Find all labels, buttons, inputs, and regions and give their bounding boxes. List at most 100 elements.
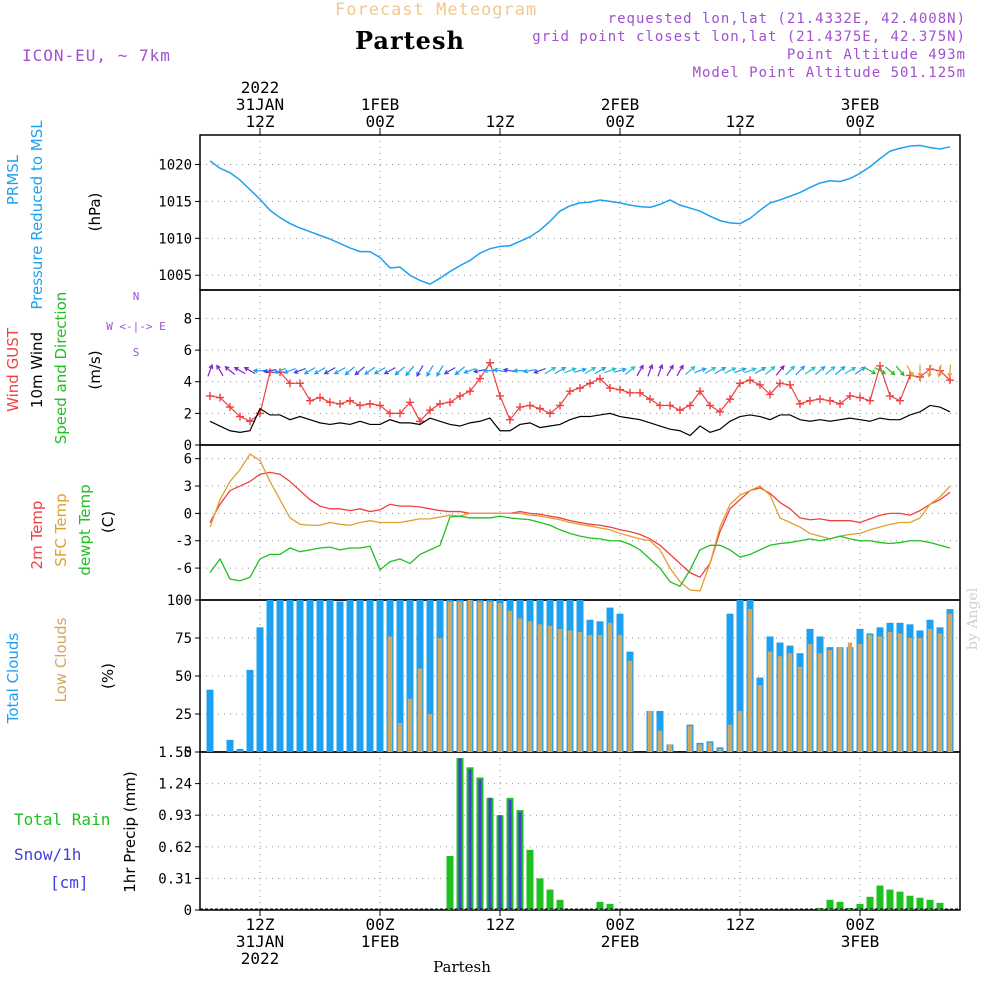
wind-direction-arrow bbox=[885, 366, 895, 375]
wind-gust-label: Wind GUST bbox=[4, 327, 22, 412]
point-altitude: Point Altitude 493m bbox=[786, 47, 966, 63]
panel-frame bbox=[199, 751, 961, 911]
gust-marker bbox=[286, 379, 294, 388]
wind-direction-arrow bbox=[676, 365, 684, 377]
wind-direction-arrow bbox=[895, 365, 905, 376]
snow-bar bbox=[488, 797, 492, 910]
wind-direction-arrow bbox=[795, 365, 805, 376]
gust-marker bbox=[346, 396, 354, 405]
wind-direction-arrow bbox=[207, 364, 213, 377]
gust-marker bbox=[696, 387, 704, 396]
wind-direction-arrow bbox=[374, 367, 386, 375]
wind-direction-arrowhead bbox=[283, 369, 289, 374]
wind-direction-arrowhead bbox=[770, 366, 776, 371]
wind-direction-arrowhead bbox=[937, 372, 942, 378]
wind-unit-label: (m/s) bbox=[86, 350, 104, 389]
gust-marker bbox=[296, 379, 304, 388]
wind-direction-arrowhead bbox=[533, 369, 539, 374]
pressure-line bbox=[209, 144, 951, 285]
gust-marker bbox=[636, 388, 644, 397]
wind-direction-arrow bbox=[244, 367, 256, 375]
wind-direction-arrowhead bbox=[405, 371, 411, 377]
wind-direction-arrowhead bbox=[800, 365, 806, 371]
wind-direction-arrowhead bbox=[333, 369, 339, 375]
low-cloud-bar bbox=[437, 638, 443, 752]
low-cloud-bar bbox=[787, 653, 793, 752]
low-cloud-bar bbox=[387, 636, 393, 752]
low-cloud-bar bbox=[727, 724, 733, 752]
gust-marker bbox=[206, 391, 214, 400]
wind-direction-arrowhead bbox=[917, 372, 923, 378]
model-point-altitude: Model Point Altitude 501.125m bbox=[692, 65, 966, 81]
wind-direction-arrowhead bbox=[690, 366, 696, 371]
y-tick-label: 6 bbox=[184, 343, 192, 359]
wind-direction-arrow bbox=[455, 366, 465, 375]
gust-marker bbox=[676, 406, 684, 415]
y-tick-label: 0.93 bbox=[158, 808, 192, 824]
clouds-unit-label: (%) bbox=[99, 663, 117, 689]
wind-direction-arrow bbox=[436, 365, 444, 377]
wind-direction-arrow bbox=[666, 365, 674, 377]
gust-marker bbox=[886, 391, 894, 400]
wind-direction-arrowhead bbox=[443, 369, 449, 375]
wind-direction-label: Speed and Direction bbox=[52, 292, 70, 445]
bottom-time-label: 2022 bbox=[241, 949, 280, 968]
low-cloud-bar bbox=[837, 647, 843, 752]
wind-direction-arrow bbox=[614, 368, 626, 373]
rain-bar bbox=[536, 878, 544, 910]
total-cloud-bar bbox=[206, 689, 214, 752]
gust-marker bbox=[236, 412, 244, 421]
snow-bar bbox=[498, 815, 502, 910]
low-cloud-bar bbox=[807, 644, 813, 752]
wind-direction-arrowhead bbox=[551, 367, 557, 372]
gust-marker bbox=[446, 398, 454, 407]
wind-direction-arrow bbox=[294, 368, 306, 374]
top-time-label: 3FEB bbox=[841, 95, 880, 114]
wind-direction-arrowhead bbox=[679, 364, 684, 370]
bottom-time-label: 12Z bbox=[486, 915, 515, 934]
total-cloud-bar bbox=[726, 613, 734, 752]
compass-north: N bbox=[133, 290, 140, 303]
y-tick-label: 0 bbox=[184, 438, 192, 454]
gust-marker bbox=[746, 376, 754, 385]
wind-direction-arrow bbox=[704, 367, 716, 375]
wind-direction-arrowhead bbox=[492, 367, 499, 373]
wind-direction-arrow bbox=[284, 368, 296, 374]
wind-direction-arrowhead bbox=[890, 370, 896, 376]
rain-bar bbox=[526, 849, 534, 910]
wind-direction-arrowhead bbox=[701, 367, 707, 373]
gust-marker bbox=[466, 387, 474, 396]
y-tick-label: 100 bbox=[167, 593, 192, 609]
wind-direction-arrow bbox=[503, 369, 517, 373]
gust-marker bbox=[686, 401, 694, 410]
wind-direction-arrow bbox=[574, 368, 586, 373]
wind-direction-arrowhead bbox=[233, 367, 239, 372]
snow-unit-label: [cm] bbox=[50, 873, 89, 892]
low-cloud-bar bbox=[687, 726, 693, 752]
low-cloud-bar bbox=[617, 634, 623, 752]
gust-marker bbox=[776, 379, 784, 388]
wind-direction-arrow bbox=[584, 367, 596, 375]
gust-marker bbox=[586, 379, 594, 388]
gust-marker bbox=[486, 358, 494, 367]
gust-marker bbox=[716, 407, 724, 416]
model-label: ICON-EU, ~ 7km bbox=[22, 46, 171, 65]
wind-direction-arrowhead bbox=[216, 364, 221, 370]
snow-bar bbox=[508, 799, 512, 910]
location-info: requested lon,lat (21.4332E, 42.4008N) g… bbox=[532, 10, 966, 82]
gust-marker bbox=[396, 409, 404, 418]
bottom-time-label: 00Z bbox=[366, 915, 395, 934]
y-tick-label: -3 bbox=[175, 534, 192, 550]
low-cloud-bar bbox=[647, 710, 653, 752]
gust-marker bbox=[796, 399, 804, 408]
gust-marker bbox=[436, 399, 444, 408]
wind-direction-arrowhead bbox=[761, 367, 767, 372]
low-cloud-bar bbox=[497, 603, 503, 752]
top-time-label: 2FEB bbox=[601, 95, 640, 114]
gust-marker bbox=[616, 385, 624, 394]
low-cloud-bar bbox=[917, 638, 923, 752]
wind-direction-arrowhead bbox=[262, 368, 269, 374]
y-tick-label: 1020 bbox=[158, 158, 192, 174]
pressure-label-prmsl: PRMSL bbox=[4, 154, 22, 205]
